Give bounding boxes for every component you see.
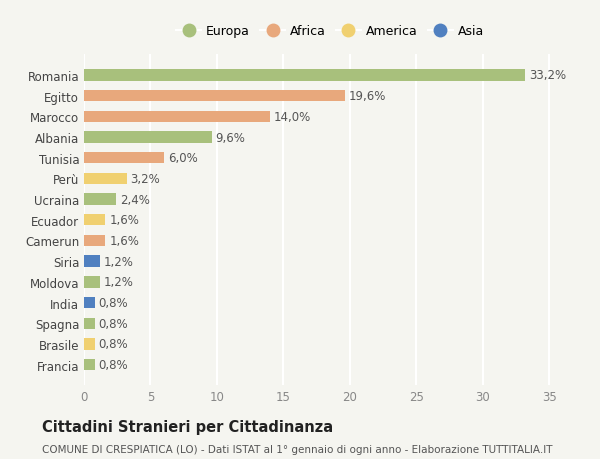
Bar	[84, 194, 116, 205]
Bar	[84, 112, 270, 123]
Bar	[84, 235, 105, 246]
Bar	[84, 297, 95, 308]
Text: 1,2%: 1,2%	[104, 276, 134, 289]
Bar	[84, 91, 344, 102]
Bar	[84, 153, 164, 164]
Bar	[84, 256, 100, 267]
Text: 9,6%: 9,6%	[215, 131, 245, 144]
Text: 0,8%: 0,8%	[98, 358, 128, 371]
Bar	[84, 215, 105, 226]
Text: 0,8%: 0,8%	[98, 297, 128, 309]
Text: 0,8%: 0,8%	[98, 317, 128, 330]
Text: 1,6%: 1,6%	[109, 235, 139, 247]
Bar	[84, 318, 95, 329]
Text: 33,2%: 33,2%	[529, 69, 566, 82]
Text: 14,0%: 14,0%	[274, 111, 311, 123]
Text: COMUNE DI CRESPIATICA (LO) - Dati ISTAT al 1° gennaio di ogni anno - Elaborazion: COMUNE DI CRESPIATICA (LO) - Dati ISTAT …	[42, 444, 553, 454]
Bar	[84, 339, 95, 350]
Bar	[84, 132, 212, 143]
Text: 3,2%: 3,2%	[131, 173, 160, 185]
Bar	[84, 70, 526, 81]
Text: 2,4%: 2,4%	[120, 193, 150, 206]
Text: 0,8%: 0,8%	[98, 338, 128, 351]
Bar	[84, 359, 95, 370]
Bar	[84, 277, 100, 288]
Bar	[84, 174, 127, 185]
Legend: Europa, Africa, America, Asia: Europa, Africa, America, Asia	[172, 22, 488, 42]
Text: 6,0%: 6,0%	[168, 152, 197, 165]
Text: 1,6%: 1,6%	[109, 214, 139, 227]
Text: 19,6%: 19,6%	[349, 90, 386, 103]
Text: Cittadini Stranieri per Cittadinanza: Cittadini Stranieri per Cittadinanza	[42, 419, 333, 434]
Text: 1,2%: 1,2%	[104, 255, 134, 268]
